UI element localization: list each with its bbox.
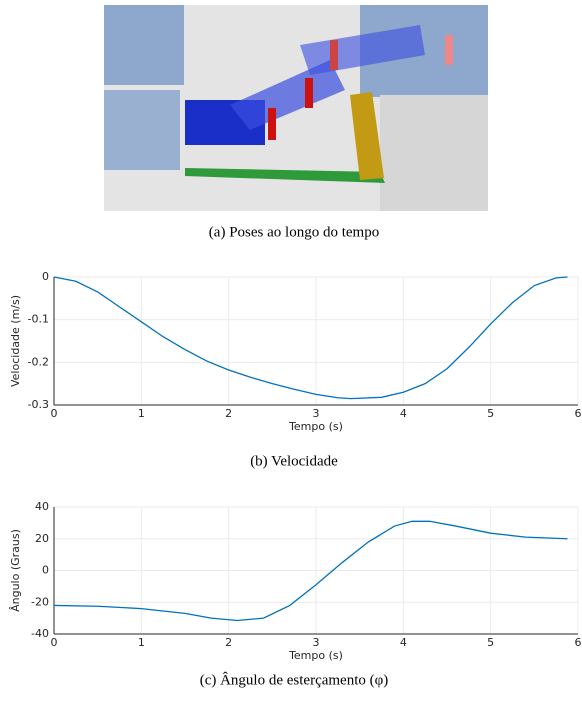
x-tick-label: 1	[138, 636, 145, 649]
line	[53, 520, 568, 622]
x-tick-label: 6	[575, 407, 582, 420]
y-tick-label: 0	[42, 564, 49, 577]
x-tick-label: 4	[400, 636, 407, 649]
x-tick-label: 3	[313, 407, 320, 420]
x-tick-label: 2	[225, 636, 232, 649]
y-tick-label: 20	[35, 532, 49, 545]
x-tick-label: 5	[487, 407, 494, 420]
y-tick-label: 0	[42, 270, 49, 283]
caption: (b) Velocidade	[250, 453, 338, 469]
poses-image	[104, 5, 488, 211]
y-axis-label: Velocidade (m/s)	[9, 295, 22, 387]
y-axis-label: Ângulo (Graus)	[9, 529, 22, 612]
caption: (a) Poses ao longo do tempo	[209, 224, 379, 240]
x-tick-label: 1	[138, 407, 145, 420]
y-tick-label: -0.3	[28, 398, 49, 411]
x-tick-label: 0	[51, 636, 58, 649]
x-tick-label: 0	[51, 407, 58, 420]
x-tick-label: 2	[225, 407, 232, 420]
x-axis-label: Tempo (s)	[288, 420, 343, 433]
caption: (c) Ângulo de esterçamento (φ)	[200, 671, 389, 688]
x-tick-label: 6	[575, 636, 582, 649]
x-tick-label: 4	[400, 407, 407, 420]
y-tick-label: -20	[31, 595, 49, 608]
y-tick-label: -0.2	[28, 355, 49, 368]
y-tick-label: -0.1	[28, 313, 49, 326]
x-tick-label: 5	[487, 636, 494, 649]
y-tick-label: 40	[35, 500, 49, 513]
line	[53, 276, 568, 400]
x-tick-label: 3	[313, 636, 320, 649]
x-axis-label: Tempo (s)	[288, 649, 343, 662]
y-tick-label: -40	[31, 627, 49, 640]
